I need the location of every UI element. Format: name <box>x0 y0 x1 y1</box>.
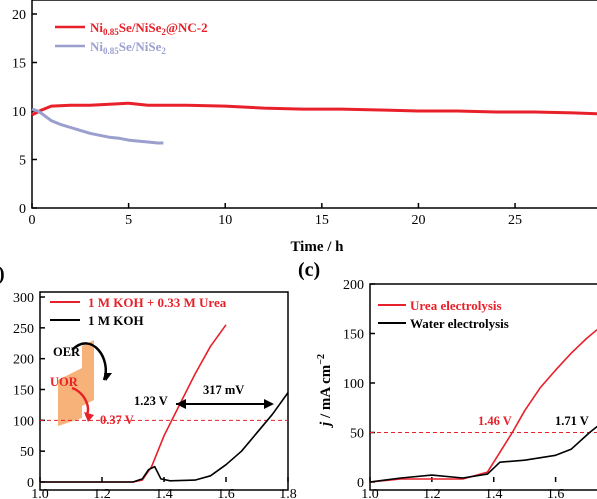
x-tick-label: 5 <box>125 213 132 228</box>
y-tick-label: 15 <box>12 57 26 72</box>
oer-label: OER <box>53 345 81 359</box>
y-tick-label: 250 <box>13 322 34 337</box>
panel-c-annotations: 1.46 V 1.71 V <box>478 414 589 428</box>
panel-a-stability-chart: 0 5 10 15 20 25 0 5 10 15 20 Ni0.85Se/NiSe2@NC-2 N… <box>12 0 597 255</box>
y-tick-label: 150 <box>343 328 364 343</box>
y-tick-label: 0 <box>19 202 26 217</box>
legend-c-label-black: Water electrolysis <box>410 316 509 331</box>
x-tick-label: 0 <box>29 213 36 228</box>
y-tick-label: 100 <box>13 414 34 429</box>
mv317-arrow-left <box>176 399 186 409</box>
oer-energy-bar <box>82 340 94 406</box>
x-tick-label: 25 <box>508 213 522 228</box>
mv317-label: 317 mV <box>203 383 244 397</box>
mv317-arrow-right <box>264 399 274 409</box>
legend-c-label-red: Urea electrolysis <box>410 298 502 313</box>
x-tick-label: 15 <box>315 213 329 228</box>
y-tick-label: 150 <box>13 384 34 399</box>
legend-b-label-red: 1 M KOH + 0.33 M Urea <box>88 295 227 310</box>
y-tick-label: 20 <box>12 8 26 23</box>
panel-c-ylabel: j / mA cm−2 <box>316 354 334 428</box>
uor-label: UOR <box>50 375 79 389</box>
oer-arrow-head <box>104 373 112 381</box>
y-tick-label: 10 <box>12 105 26 120</box>
y-tick-label: 200 <box>13 353 34 368</box>
x-tick-label: 20 <box>411 213 425 228</box>
panel-b-polarization-chart: ) 1.0 1.2 1.4 1.6 1.8 0 50 100 150 200 250 300 OER … <box>0 263 297 499</box>
panel-c-series <box>369 328 597 483</box>
y-tick-label: 300 <box>13 291 34 306</box>
x-tick-label: 1.0 <box>361 487 379 499</box>
panel-b-inset <box>58 340 94 426</box>
legend-label-purple: Ni0.85Se/NiSe2 <box>90 39 166 56</box>
series-line-1 <box>369 425 597 483</box>
series-line-1 <box>31 107 164 145</box>
panel-b-legend: 1 M KOH + 0.33 M Urea 1 M KOH <box>50 295 227 328</box>
panel-c-frame <box>369 283 597 491</box>
x-tick-label: 1.4 <box>155 487 173 499</box>
y-tick-label: 50 <box>350 427 364 442</box>
legend-b-label-black: 1 M KOH <box>88 313 144 328</box>
panel-b-label: ) <box>0 263 5 285</box>
uor-energy-bar <box>58 368 82 426</box>
panel-c-electrolysis-chart: (c) 1.0 1.2 1.4 1.6 0 50 100 150 200 1.46 V 1.71… <box>298 259 597 499</box>
x-tick-label: 1.2 <box>423 487 441 499</box>
v171-label: 1.71 V <box>555 414 589 428</box>
y-tick-label: 200 <box>343 278 364 293</box>
y-tick-label: 50 <box>20 445 34 460</box>
x-tick-label: 1.6 <box>217 487 235 499</box>
x-tick-label: 1.6 <box>547 487 565 499</box>
y-tick-label: 0 <box>27 476 34 491</box>
uor-arrow-head <box>84 412 94 422</box>
x-tick-label: 10 <box>218 213 232 228</box>
panel-a-series <box>31 101 597 145</box>
oer-arrow <box>71 342 108 381</box>
y-tick-label: 0 <box>357 476 364 491</box>
panel-b-annotations: OER UOR 1.23 V 0.37 V 317 mV <box>50 342 274 427</box>
panel-b-axes: 1.0 1.2 1.4 1.6 1.8 0 50 100 150 200 250 300 <box>13 291 297 499</box>
series-line-0 <box>31 101 597 117</box>
v146-label: 1.46 V <box>478 414 512 428</box>
x-tick-label: 1.2 <box>93 487 111 499</box>
legend-label-red: Ni0.85Se/NiSe2@NC-2 <box>90 20 208 37</box>
panel-c-axes: 1.0 1.2 1.4 1.6 0 50 100 150 200 <box>343 278 564 499</box>
x-tick-label: 1.8 <box>279 487 297 499</box>
y-tick-label: 100 <box>343 377 364 392</box>
series-line-1 <box>40 392 289 483</box>
v037-label: 0.37 V <box>100 413 134 427</box>
panel-b-series <box>40 324 289 483</box>
panel-a-frame <box>31 0 597 209</box>
x-tick-label: 1.0 <box>31 487 49 499</box>
panel-a-legend: Ni0.85Se/NiSe2@NC-2 Ni0.85Se/NiSe2 <box>55 20 208 56</box>
panel-c-label: (c) <box>298 259 320 281</box>
y-tick-label: 5 <box>19 154 26 169</box>
panel-a-xlabel: Time / h <box>290 239 344 255</box>
series-line-0 <box>369 328 597 483</box>
panel-c-legend: Urea electrolysis Water electrolysis <box>378 298 509 331</box>
x-tick-label: 1.4 <box>485 487 503 499</box>
panel-a-axes: 0 5 10 15 20 25 0 5 10 15 20 <box>12 8 522 228</box>
v123-label: 1.23 V <box>134 394 168 408</box>
panel-b-frame <box>39 291 289 491</box>
